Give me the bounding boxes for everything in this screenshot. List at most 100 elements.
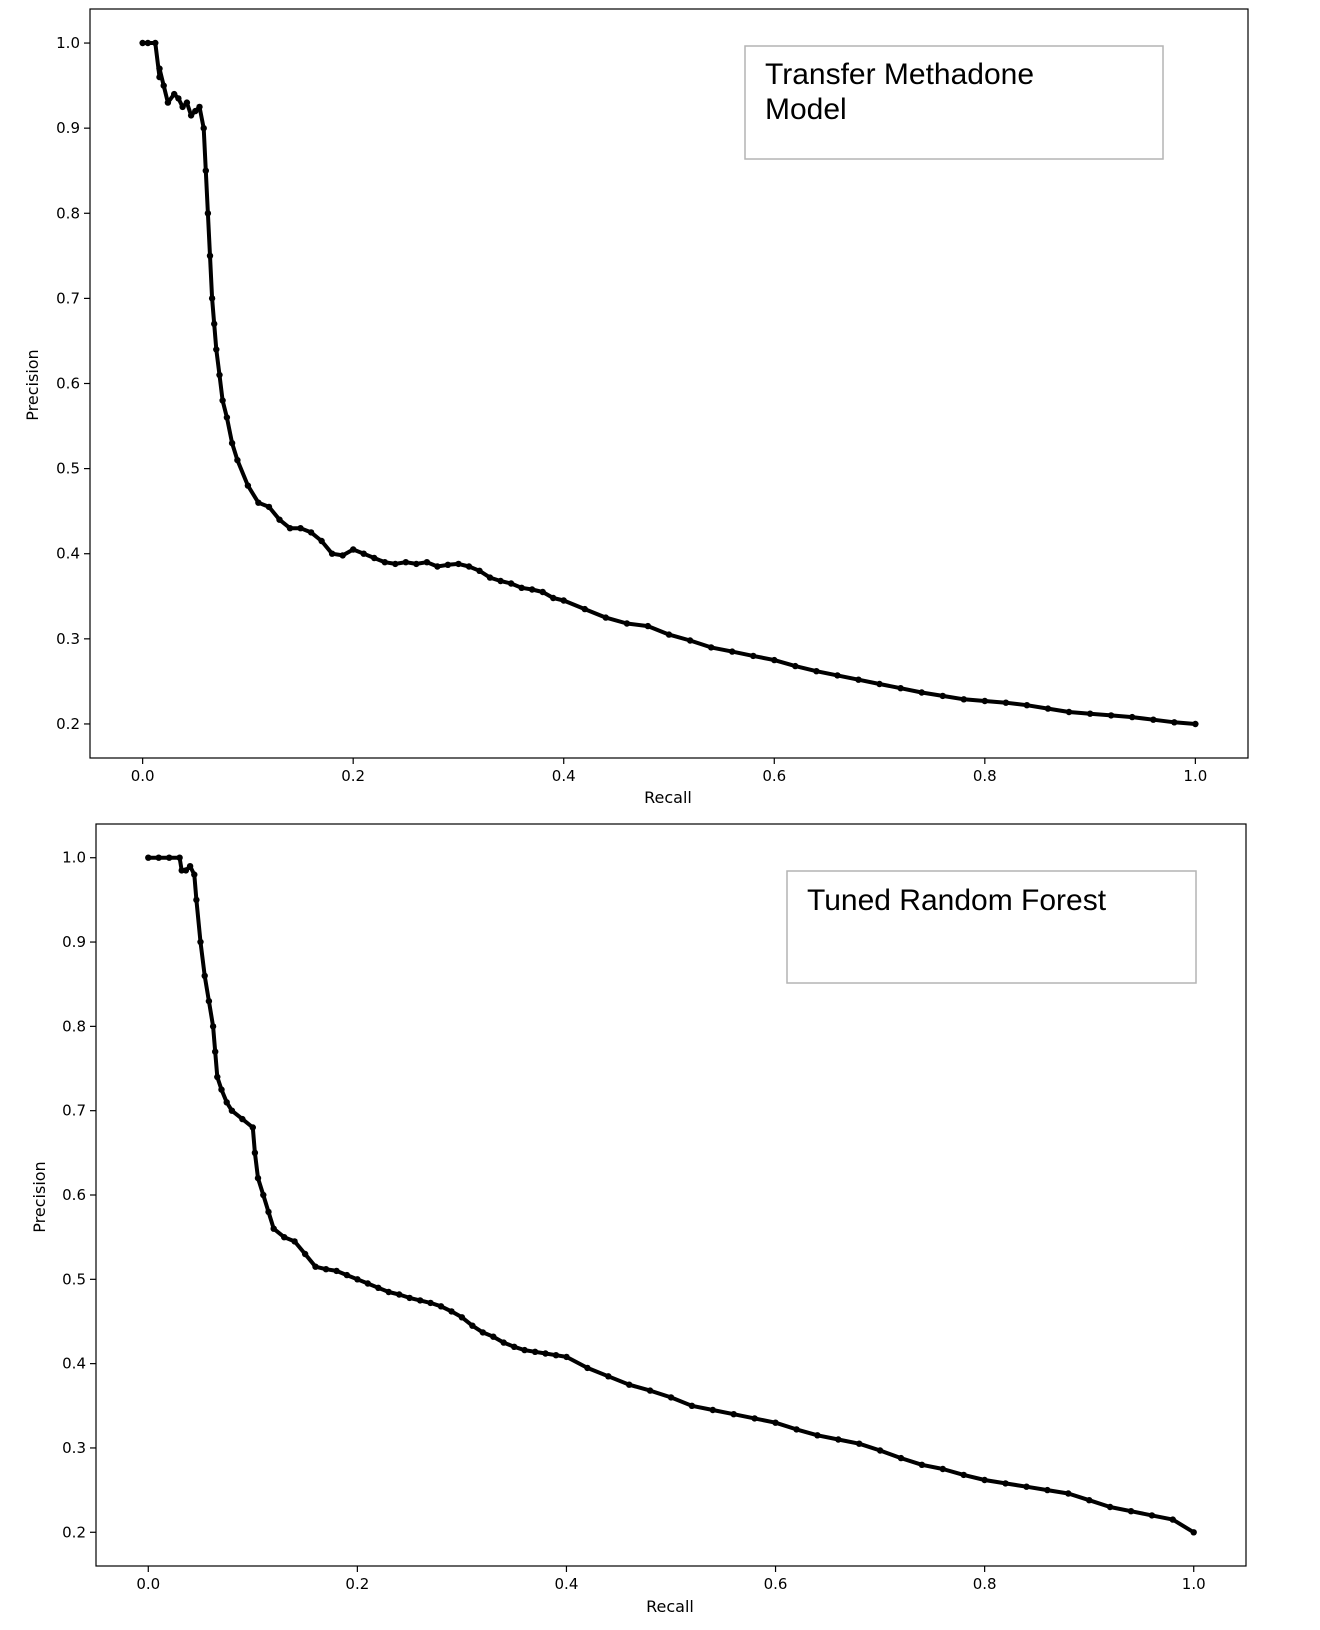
y-tick-label: 0.9 <box>56 119 80 137</box>
data-point <box>381 559 388 566</box>
y-axis-title: Precision <box>30 1161 49 1232</box>
data-point <box>834 672 841 679</box>
data-point <box>771 656 778 664</box>
data-point <box>918 689 925 696</box>
x-tick-label: 0.6 <box>764 1575 788 1593</box>
x-tick-label: 0.2 <box>345 1575 369 1593</box>
data-point <box>209 1023 217 1030</box>
data-point <box>581 605 588 613</box>
y-tick-label: 0.2 <box>62 1523 86 1541</box>
data-point <box>490 1333 497 1340</box>
data-point <box>254 1174 262 1182</box>
x-tick-label: 1.0 <box>1183 767 1207 785</box>
data-point <box>539 588 546 596</box>
data-point <box>897 685 904 692</box>
data-point <box>423 559 431 566</box>
data-point <box>1148 1512 1156 1519</box>
precision-recall-chart-top: Precision Recall 0.0 0.2 0.4 0.6 0.8 1.00.20.… <box>23 8 1249 807</box>
data-point <box>981 697 988 705</box>
data-point <box>1150 716 1157 723</box>
data-point <box>212 1048 219 1055</box>
y-tick-label: 0.9 <box>62 933 86 951</box>
data-point <box>228 439 236 447</box>
data-point <box>444 561 452 568</box>
data-point <box>249 1124 256 1131</box>
y-tick-label: 0.3 <box>62 1439 86 1457</box>
data-point <box>469 1322 476 1329</box>
data-point <box>328 550 336 557</box>
data-point <box>437 1303 445 1310</box>
data-point <box>918 1461 926 1468</box>
y-tick-label: 0.7 <box>56 289 80 307</box>
data-point <box>260 1191 267 1199</box>
axis-ticks: 0.0 0.2 0.4 0.6 0.8 1.0 0.2 0.3 0.4 0.5 0.6 0.7 0.8 0… <box>56 34 1207 785</box>
data-point <box>301 1250 309 1258</box>
data-point <box>552 1352 560 1359</box>
y-tick-label: 1.0 <box>56 34 80 52</box>
data-point <box>521 1346 528 1354</box>
data-point <box>772 1419 779 1426</box>
data-point <box>1002 1480 1009 1487</box>
legend-label-line-2: Model <box>765 93 847 126</box>
data-point <box>291 1238 298 1245</box>
data-point <box>960 1471 967 1479</box>
data-point <box>448 1308 455 1315</box>
y-tick-label: 0.5 <box>62 1270 86 1288</box>
data-point <box>427 1299 434 1307</box>
y-tick-label: 0.6 <box>62 1186 86 1204</box>
data-point <box>751 1415 758 1422</box>
data-point <box>856 1440 863 1447</box>
data-point <box>265 503 273 511</box>
data-point <box>360 550 367 557</box>
data-point <box>343 1271 351 1279</box>
x-tick-label: 0.2 <box>341 767 365 785</box>
data-point <box>197 938 204 946</box>
data-point <box>814 1432 821 1439</box>
data-point <box>176 854 183 861</box>
y-tick-label: 1.0 <box>62 849 86 867</box>
x-tick-label: 0.4 <box>555 1575 579 1593</box>
data-point <box>730 1411 737 1418</box>
y-tick-label: 0.8 <box>56 204 80 222</box>
data-point <box>497 577 504 585</box>
data-point <box>339 552 346 559</box>
data-point <box>458 1314 466 1321</box>
data-point <box>179 103 186 111</box>
x-tick-label: 0.4 <box>552 767 576 785</box>
data-point <box>211 320 218 328</box>
data-point <box>364 1280 371 1287</box>
data-point <box>193 896 200 904</box>
data-point <box>855 676 862 683</box>
data-point <box>644 622 652 630</box>
data-point <box>265 1208 272 1216</box>
data-point <box>1086 710 1094 717</box>
data-point <box>333 1267 340 1275</box>
data-point <box>307 529 315 536</box>
data-point <box>835 1436 842 1443</box>
data-point <box>218 1086 225 1093</box>
data-series <box>139 39 1199 728</box>
axis-ticks: 0.0 0.2 0.4 0.6 0.8 1.0 0.2 0.3 0.4 0.5 0.6 0.7 0.8 0… <box>62 849 1206 1593</box>
data-point <box>156 65 163 72</box>
y-tick-label: 0.4 <box>56 545 80 563</box>
data-point <box>322 1266 330 1273</box>
legend-frame <box>744 45 1164 160</box>
data-point <box>160 82 167 89</box>
data-point <box>1169 1516 1177 1523</box>
data-point <box>196 103 203 111</box>
data-point <box>228 1107 236 1114</box>
data-point <box>542 1350 549 1357</box>
data-point <box>563 1353 570 1361</box>
data-point <box>251 1149 259 1156</box>
data-point <box>897 1454 905 1462</box>
data-point <box>1106 1503 1114 1511</box>
data-point <box>186 863 194 870</box>
data-point <box>166 854 173 861</box>
data-point <box>152 39 159 47</box>
data-point <box>1129 713 1136 721</box>
data-point <box>208 295 216 302</box>
legend-box: Transfer Methadone Model <box>744 45 1164 160</box>
y-tick-label: 0.8 <box>62 1017 86 1035</box>
data-point <box>729 648 736 655</box>
data-point <box>709 1406 716 1414</box>
